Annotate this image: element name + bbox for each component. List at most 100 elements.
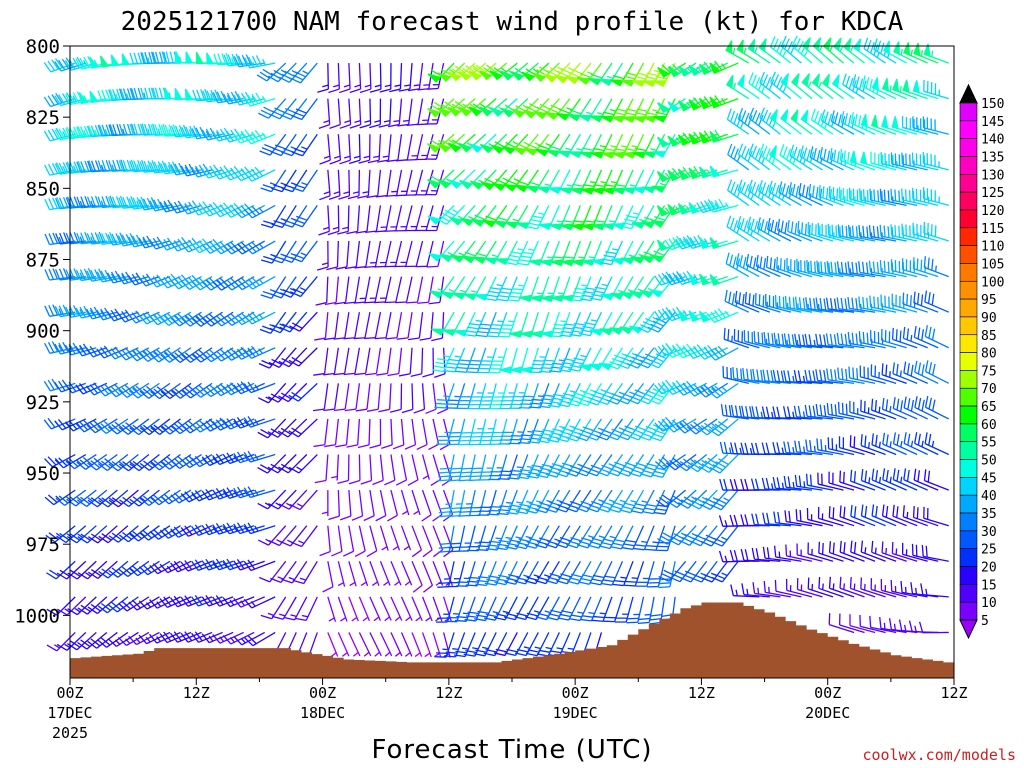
wind-barb <box>150 453 181 471</box>
wind-barb <box>484 240 508 265</box>
wind-barb <box>347 169 361 200</box>
wind-barb <box>635 561 655 587</box>
wind-barb <box>289 62 318 84</box>
wind-barb <box>335 240 350 270</box>
wind-barb <box>830 110 855 135</box>
wind-barb <box>920 583 949 598</box>
wind-barb <box>160 418 192 435</box>
wind-barb <box>419 312 434 341</box>
wind-barb <box>903 396 928 420</box>
wind-barb <box>421 489 432 522</box>
wind-barb <box>281 560 308 584</box>
wind-barb <box>828 541 855 562</box>
wind-barb <box>504 632 529 657</box>
wind-barb <box>244 276 276 290</box>
wind-barb <box>612 561 634 587</box>
wind-barb <box>924 432 950 456</box>
wind-barb <box>108 525 139 543</box>
wind-barb <box>223 240 255 255</box>
wind-barb <box>404 169 424 196</box>
colorbar-swatch <box>959 512 978 532</box>
wind-barb <box>768 180 792 206</box>
wind-barb <box>741 583 770 598</box>
wind-barb <box>342 525 355 557</box>
wind-barb <box>405 134 424 161</box>
colorbar-label: 55 <box>981 436 997 451</box>
wind-barb <box>524 596 550 621</box>
wind-barb <box>589 560 613 586</box>
wind-barb <box>378 383 392 413</box>
wind-barb <box>837 367 865 384</box>
wind-barb <box>800 109 823 135</box>
colorbar-swatch <box>959 298 978 318</box>
wind-barb <box>118 196 149 209</box>
wind-barb <box>313 347 329 376</box>
wind-barb <box>911 543 939 562</box>
wind-barb <box>840 111 865 135</box>
wind-barb <box>313 418 329 448</box>
wind-barb <box>587 62 613 86</box>
wind-barb <box>903 468 928 491</box>
wind-barb <box>432 347 455 373</box>
wind-barb <box>355 205 371 234</box>
wind-barb <box>882 468 907 491</box>
wind-barb <box>794 296 823 313</box>
wind-barb <box>535 133 560 157</box>
wind-barb <box>497 454 518 480</box>
wind-barb <box>233 596 265 608</box>
wind-barb <box>290 240 318 263</box>
wind-barb <box>76 453 108 470</box>
wind-barb <box>557 596 581 621</box>
wind-barb <box>725 40 750 64</box>
wind-barb <box>788 182 813 206</box>
wind-barb <box>770 71 792 100</box>
wind-barb <box>762 546 791 562</box>
wind-barb <box>260 596 287 620</box>
wind-barb <box>378 98 392 128</box>
wind-barb <box>139 418 171 436</box>
wind-barb <box>698 454 729 473</box>
wind-barb <box>836 297 865 313</box>
wind-barb <box>507 454 529 480</box>
x-axis-time: 00Z 17DEC 2025 12Z 00Z 18DEC 12Z 00Z 19DEC 12Z 00Z… <box>47 678 968 742</box>
wind-barb <box>456 383 476 410</box>
wind-barb <box>349 63 362 94</box>
wind-barb <box>360 454 373 485</box>
wind-barb <box>805 473 834 491</box>
wind-barb <box>77 596 108 615</box>
wind-barb <box>202 311 234 327</box>
wind-barb <box>504 560 529 585</box>
wind-barb <box>708 418 739 437</box>
wind-barb <box>75 268 107 282</box>
wind-barb <box>599 311 624 336</box>
wind-barb <box>288 347 318 367</box>
wind-barb <box>288 418 318 438</box>
colorbar-label: 80 <box>981 347 997 362</box>
wind-barb <box>431 312 445 342</box>
wind-barb <box>67 560 97 580</box>
x-tick-date: 20DEC <box>805 704 850 722</box>
wind-barb <box>774 579 802 598</box>
wind-barb <box>610 276 634 300</box>
wind-barb <box>546 418 571 443</box>
wind-barb <box>87 596 118 615</box>
wind-barb <box>758 143 781 171</box>
colorbar-label: 50 <box>981 454 997 469</box>
colorbar-swatch <box>959 174 978 193</box>
wind-barb <box>267 454 297 474</box>
wind-barb <box>675 418 708 434</box>
colorbar-swatch <box>959 601 978 621</box>
wind-barb <box>922 116 949 135</box>
wind-barb <box>448 169 476 189</box>
wind-barb <box>620 205 645 230</box>
wind-barb <box>384 454 396 486</box>
wind-barb <box>323 383 340 412</box>
wind-barb <box>315 276 329 306</box>
wind-barb <box>244 204 276 219</box>
wind-barb <box>630 489 655 514</box>
wind-barb <box>268 347 297 368</box>
wind-barb <box>902 505 928 527</box>
wind-barb <box>901 542 928 562</box>
wind-barb <box>882 40 907 64</box>
wind-barb <box>323 312 340 341</box>
